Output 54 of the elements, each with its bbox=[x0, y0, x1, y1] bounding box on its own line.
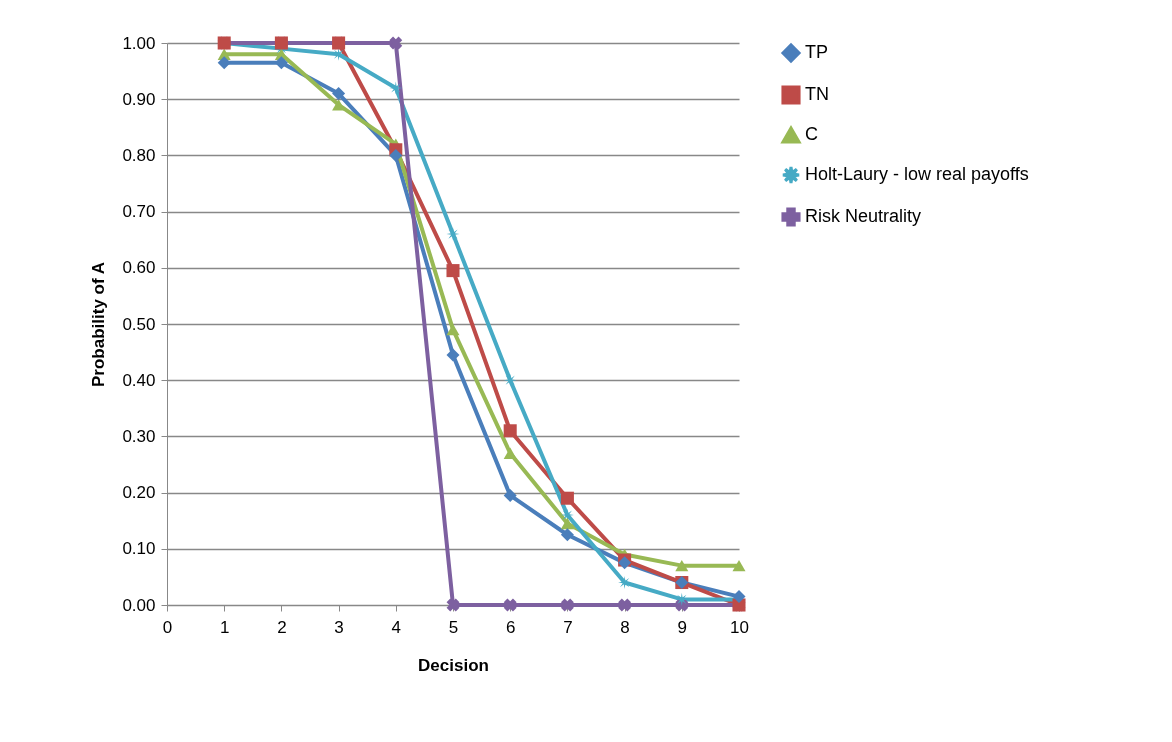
point bbox=[503, 373, 517, 387]
point bbox=[389, 148, 403, 162]
point bbox=[446, 323, 460, 336]
point bbox=[332, 99, 346, 111]
point bbox=[503, 447, 517, 459]
x-tick-label: 2 bbox=[277, 617, 287, 637]
legend-label: TN bbox=[805, 84, 829, 104]
y-tick-label: 0.20 bbox=[122, 483, 156, 503]
y-tick-label: 0.70 bbox=[122, 202, 156, 222]
point bbox=[217, 56, 231, 70]
point bbox=[446, 598, 460, 612]
point bbox=[732, 560, 746, 572]
x-tick-label: 9 bbox=[677, 617, 688, 637]
x-tick-label: 0 bbox=[162, 617, 173, 637]
x-tick-label: 8 bbox=[620, 617, 630, 637]
point bbox=[675, 560, 689, 572]
legend-label: Risk Neutrality bbox=[805, 206, 922, 226]
legend-label: Holt-Laury - low real payoffs bbox=[805, 164, 1029, 184]
x-tick-label: 10 bbox=[730, 617, 749, 637]
y-tick-label: 0.80 bbox=[122, 145, 156, 165]
point bbox=[675, 592, 689, 606]
x-tick-label: 3 bbox=[334, 617, 344, 637]
point bbox=[503, 598, 517, 612]
x-tick-label: 7 bbox=[563, 617, 573, 637]
point bbox=[618, 598, 632, 612]
point bbox=[446, 264, 460, 278]
point bbox=[389, 81, 403, 95]
y-axis-title: Probability of A bbox=[89, 262, 109, 387]
x-tick-label: 4 bbox=[391, 617, 402, 637]
point bbox=[503, 488, 517, 502]
x-tick-label: 5 bbox=[448, 617, 459, 637]
point bbox=[503, 424, 517, 438]
y-tick-label: 1.00 bbox=[122, 33, 156, 53]
x-axis-title: Decision bbox=[418, 655, 489, 675]
y-tick-label: 0.50 bbox=[122, 314, 156, 334]
point bbox=[560, 598, 574, 612]
point bbox=[274, 56, 288, 70]
legend-label: TP bbox=[805, 42, 829, 62]
legend-label: C bbox=[805, 124, 818, 144]
point bbox=[560, 517, 574, 530]
point bbox=[389, 36, 403, 50]
y-tick-label: 0.00 bbox=[122, 595, 156, 615]
y-tick-label: 0.60 bbox=[122, 258, 156, 278]
x-tick-label: 6 bbox=[505, 617, 516, 637]
y-tick-label: 0.90 bbox=[122, 89, 156, 109]
y-tick-label: 0.40 bbox=[122, 370, 156, 390]
point bbox=[332, 87, 346, 101]
point bbox=[560, 528, 574, 542]
point bbox=[560, 491, 574, 505]
y-tick-label: 0.30 bbox=[122, 426, 156, 446]
point bbox=[446, 348, 460, 362]
x-tick-label: 1 bbox=[219, 617, 230, 637]
y-tick-label: 0.10 bbox=[122, 539, 156, 559]
point bbox=[332, 47, 346, 61]
